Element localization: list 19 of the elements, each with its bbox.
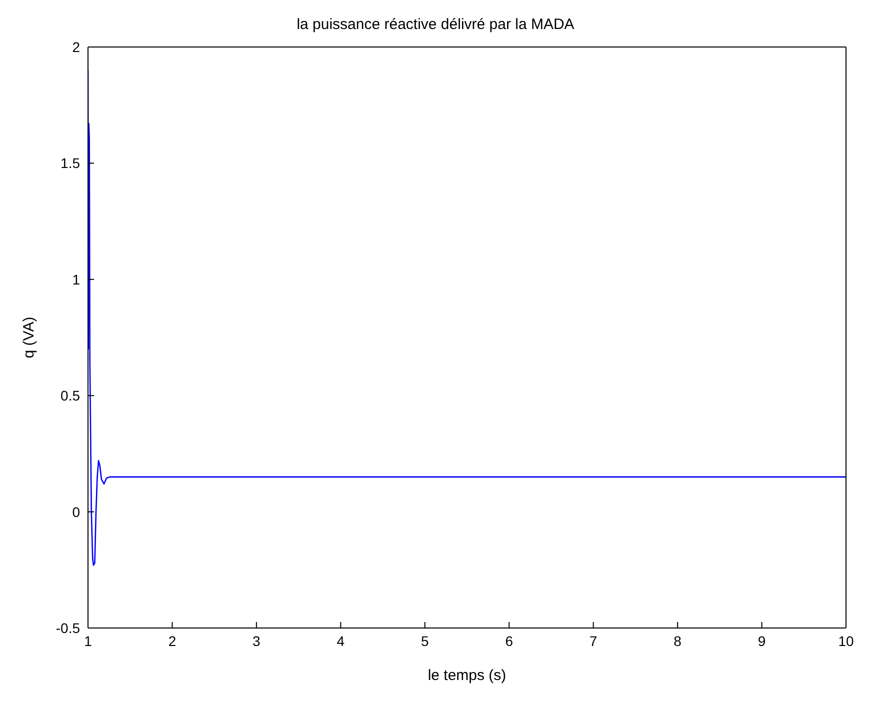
- y-tick-label: 1.5: [60, 155, 80, 172]
- x-tick-label: 2: [168, 632, 176, 649]
- x-tick-label: 7: [589, 632, 598, 649]
- x-tick-label: 8: [674, 632, 682, 649]
- chart-title: la puissance réactive délivré par la MADA: [296, 16, 576, 33]
- x-tick-label: 10: [838, 632, 854, 649]
- x-tick-label: 1: [84, 632, 92, 649]
- x-tick-label: 6: [505, 632, 514, 649]
- x-tick-label: 3: [252, 632, 261, 649]
- x-tick-label: 4: [336, 632, 345, 649]
- x-axis-title: le temps (s): [428, 667, 506, 684]
- x-tick-label: 9: [758, 632, 766, 649]
- y-tick-label: -0.5: [56, 620, 80, 636]
- y-tick-label: 1: [72, 271, 80, 288]
- y-tick-label: 2: [72, 38, 80, 55]
- y-tick-label: 0.5: [60, 388, 80, 404]
- y-axis-title: q (VA): [20, 316, 38, 358]
- x-tick-label: 5: [420, 632, 429, 649]
- y-tick-label: 0: [72, 504, 80, 520]
